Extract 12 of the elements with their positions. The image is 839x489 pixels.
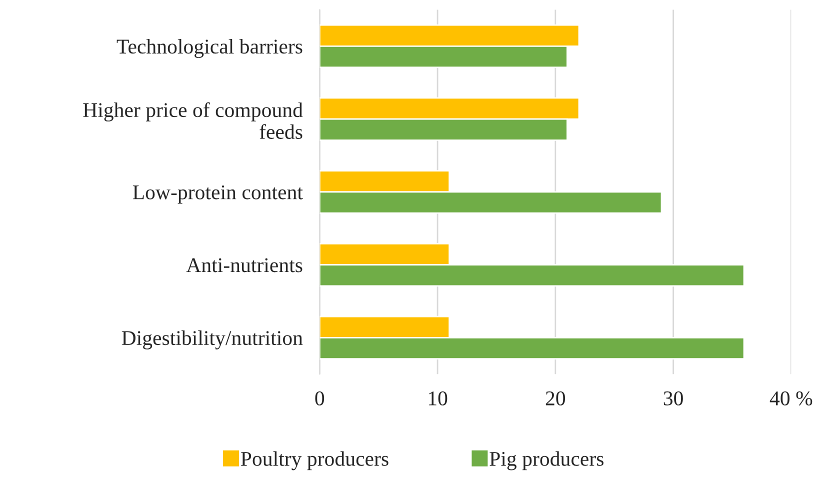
legend-label: Poultry producers <box>240 451 388 470</box>
x-tick-label: 0 <box>315 391 324 406</box>
x-tick-label: 20 <box>546 391 566 406</box>
y-tick-label: Anti-nutrients <box>186 258 302 272</box>
y-tick-label: Low-protein content <box>132 185 303 204</box>
y-tick-label: Higher price of compound feeds <box>83 102 303 139</box>
legend-label: Pig producers <box>490 451 604 470</box>
x-tick-label: 40 % <box>770 391 812 406</box>
y-tick-label: Digestibility/nutrition <box>122 330 303 350</box>
y-tick-label: Technological barriers <box>116 38 302 58</box>
x-tick-label: 10 <box>428 391 448 406</box>
x-tick-label: 30 <box>664 391 683 406</box>
